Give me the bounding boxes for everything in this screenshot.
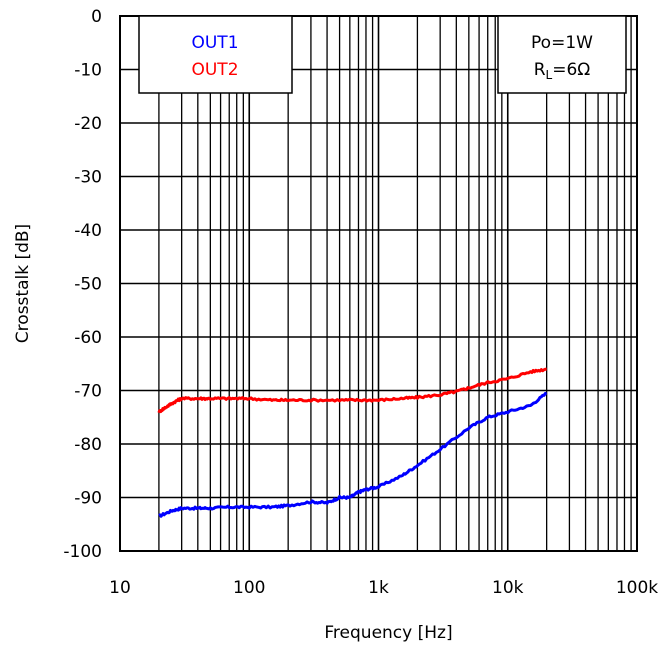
y-tick-label: -40 (74, 221, 102, 241)
y-axis-title: Crosstalk [dB] (13, 224, 33, 343)
condition-load-subscript: L (546, 68, 553, 82)
x-tick-label: 10k (492, 578, 524, 598)
grid-lines (119, 15, 637, 552)
series-line-out2 (157, 367, 547, 414)
legend-entry-out1: OUT1 (191, 33, 238, 53)
conditions-box: Po=1W RL=6Ω (497, 15, 627, 94)
legend-entry-out2: OUT2 (191, 60, 238, 80)
condition-power: Po=1W (531, 33, 593, 53)
x-tick-label: 100 (233, 578, 265, 598)
y-tick-label: -70 (74, 382, 102, 402)
conditions-box-frame (497, 15, 627, 94)
y-tick-label: -80 (74, 435, 102, 455)
y-tick-label: -90 (74, 489, 102, 509)
y-tick-label: -20 (74, 114, 102, 134)
condition-load-symbol: R (534, 60, 546, 80)
y-tick-label: 0 (91, 7, 102, 27)
y-tick-label: -30 (74, 168, 102, 188)
legend-box (138, 15, 293, 94)
x-tick-label: 10 (109, 578, 131, 598)
series-lines (157, 367, 548, 518)
plot-area-frame (119, 15, 638, 552)
condition-load: RL=6Ω (534, 60, 591, 82)
condition-load-value: =6Ω (552, 60, 590, 80)
x-tick-label: 1k (368, 578, 389, 598)
legend: OUT1 OUT2 (138, 15, 293, 94)
tick-labels: 0 -10 -20 -30 -40 -50 -60 -70 -80 -90 -100 10 100 1k 1… (63, 7, 658, 598)
y-tick-label: -50 (74, 275, 102, 295)
y-tick-label: -10 (74, 61, 102, 81)
y-tick-label: -100 (63, 542, 102, 562)
x-axis-title: Frequency [Hz] (324, 623, 452, 643)
y-tick-label: -60 (74, 328, 102, 348)
series-line-out1 (158, 391, 548, 518)
x-tick-label: 100k (616, 578, 658, 598)
